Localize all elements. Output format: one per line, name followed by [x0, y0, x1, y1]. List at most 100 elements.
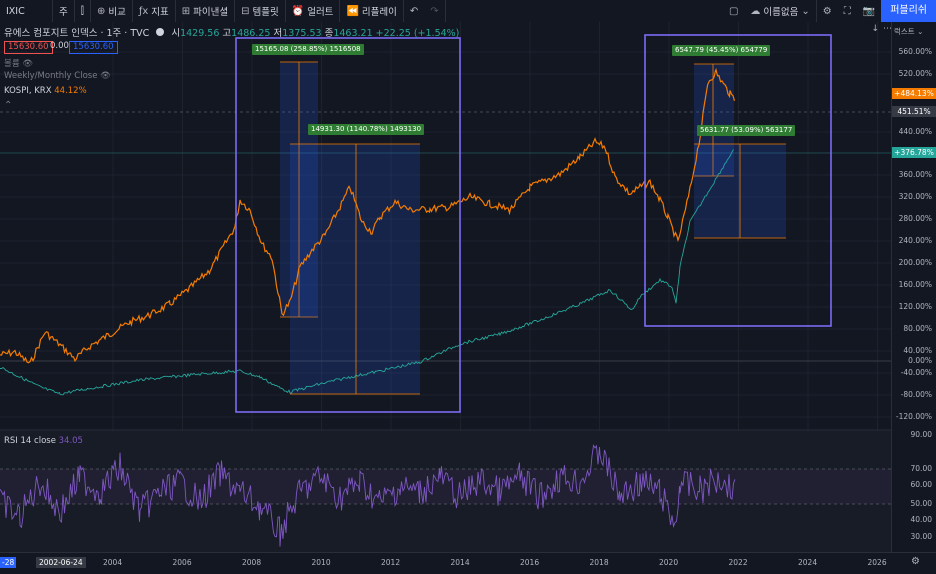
symbol-label: IXIC — [6, 5, 25, 17]
y-tick-label: 520.00% — [898, 69, 932, 78]
compare-button[interactable]: ⊕ 비교 — [91, 0, 133, 22]
compare-legend[interactable]: KOSPI, KRX 44.12% — [4, 86, 87, 96]
x-tick-label: 2008 — [242, 558, 262, 567]
snapshot-button[interactable]: 📷 — [857, 0, 881, 22]
alert-icon: ⏰ — [291, 5, 305, 17]
collapse-legend-button[interactable]: ⌃ — [4, 100, 13, 111]
high-value: 1486.25 — [231, 28, 271, 39]
x-tick-label: 2026 — [867, 558, 887, 567]
undo-button[interactable]: ↶ — [404, 0, 424, 22]
y-tick-label: 200.00% — [898, 258, 932, 267]
measure-label-2: 14931.30 (1140.78%) 1493130 — [308, 124, 425, 135]
y-tick-label: -40.00% — [900, 368, 932, 377]
more-icon[interactable]: ⋯ — [883, 24, 892, 34]
financials-button[interactable]: ⊞ 파이낸셜 — [176, 0, 236, 22]
templates-button[interactable]: ⊟ 템플릿 — [235, 0, 286, 22]
main-chart[interactable] — [0, 22, 892, 552]
axis-mode-button[interactable]: 럭스트 ⌄ — [894, 27, 924, 36]
measure-label-1: 15165.08 (258.85%) 1516508 — [252, 44, 364, 55]
x-tick-label: 2010 — [311, 558, 331, 567]
measure-rect — [694, 64, 734, 176]
toolbar-right: ▢ ☁ 이름없음 ⌄ ⚙ ⛶ 📷 퍼블리쉬 — [723, 0, 936, 22]
y-tick-label: 560.00% — [898, 47, 932, 56]
indicators-button[interactable]: ƒx 지표 — [133, 0, 176, 22]
rsi-label: RSI 14 close — [4, 436, 56, 446]
arrow-down-icon[interactable]: ↓ — [871, 24, 879, 34]
x-tick-label: 2024 — [798, 558, 818, 567]
measure-label-3: 6547.79 (45.45%) 654779 — [672, 45, 771, 56]
cloud-icon: ☁ — [750, 5, 761, 17]
session-legend[interactable]: Weekly/Monthly Close 👁 — [4, 71, 111, 81]
camera-icon: 📷 — [862, 5, 876, 17]
layout-icon: ⊞ — [181, 5, 191, 17]
session-label: Weekly/Monthly Close — [4, 71, 98, 81]
ixic-series — [0, 149, 734, 396]
measure-rects — [280, 61, 786, 395]
kospi-badge: +484.13% — [892, 88, 936, 99]
interval-label: 주 — [59, 7, 68, 18]
spread-value: 0.00 — [50, 41, 69, 51]
rsi-tick-label: 60.00 — [910, 480, 932, 489]
rsi-tick-label: 70.00 — [910, 464, 932, 473]
measure-rect — [290, 144, 420, 394]
replay-button[interactable]: ⏪ 리플레이 — [340, 0, 404, 22]
change-value: +22.25 (+1.54%) — [375, 28, 460, 39]
chevron-down-icon: ⌄ — [801, 5, 810, 17]
low-label: 저 — [273, 28, 283, 39]
rsi-legend[interactable]: RSI 14 close 34.05 — [4, 436, 83, 446]
replay-icon: ⏪ — [346, 5, 359, 17]
symbol-search[interactable]: IXIC — [0, 0, 53, 22]
volume-legend[interactable]: 볼륨 👁 — [4, 57, 33, 69]
ixic-badge: +376.78% — [892, 147, 936, 158]
x-tick-label: 2018 — [589, 558, 609, 567]
x-tick-label: 2022 — [728, 558, 748, 567]
rsi-tick-label: 90.00 — [910, 430, 932, 439]
high-label: 고 — [222, 28, 232, 39]
financials-label: 파이낸셜 — [193, 7, 229, 18]
symbol-title: 유에스 컴포지트 인덱스 · 1주 · TVC — [4, 28, 150, 39]
layout-name-button[interactable]: ☁ 이름없음 ⌄ — [744, 0, 817, 22]
axis-settings-icon[interactable]: ⚙ — [911, 556, 920, 567]
x-tick-label: 2012 — [381, 558, 401, 567]
settings-icon: ⚙ — [822, 5, 832, 17]
y-tick-label: 280.00% — [898, 214, 932, 223]
x-tick-label: 2006 — [172, 558, 192, 567]
open-value: 1429.56 — [180, 28, 220, 39]
fullscreen-button[interactable]: ⛶ — [838, 0, 857, 22]
close-label: 종 — [324, 28, 334, 39]
compare-value: 44.12% — [54, 86, 87, 96]
highlight-box — [644, 34, 832, 327]
buy-price-box[interactable]: 15630.60 — [69, 41, 118, 54]
open-label: 시 — [171, 28, 181, 39]
layout-name-label: 이름없음 — [763, 7, 799, 18]
time-axis[interactable] — [0, 552, 936, 574]
add-icon: ⊕ — [96, 5, 106, 17]
y-tick-label: 240.00% — [898, 236, 932, 245]
alert-button[interactable]: ⏰ 얼러트 — [286, 0, 341, 22]
cursor-badge: 451.51% — [892, 106, 936, 117]
bar-style-button[interactable]: ⫿ — [75, 0, 91, 22]
axis-mode-label: 럭스트 — [894, 27, 915, 36]
settings-button[interactable]: ⚙ — [817, 0, 838, 22]
volume-label: 볼륨 — [4, 59, 20, 69]
eye-icon: 👁 — [22, 59, 34, 69]
interval-button[interactable]: 주 — [53, 0, 75, 22]
indicator-icon: ƒx — [138, 5, 149, 17]
replay-label: 리플레이 — [361, 7, 397, 18]
x-tick-label: 2016 — [520, 558, 540, 567]
layout-toggle[interactable]: ▢ — [723, 0, 744, 22]
y-tick-label: 80.00% — [903, 324, 932, 333]
indicators-label: 지표 — [151, 7, 169, 18]
y-tick-label: -120.00% — [895, 412, 932, 421]
redo-button[interactable]: ↷ — [424, 0, 446, 22]
publish-button[interactable]: 퍼블리쉬 — [881, 0, 936, 22]
compare-symbol: KOSPI, KRX — [4, 86, 52, 96]
measure-label-4: 5631.77 (53.09%) 563177 — [697, 125, 796, 136]
square-icon: ▢ — [728, 5, 739, 17]
undo-icon: ↶ — [409, 5, 419, 17]
rsi-tick-label: 30.00 — [910, 532, 932, 541]
sell-price-box[interactable]: 15630.60 — [4, 41, 53, 54]
pane-controls: ↓ ⋯ — [871, 24, 892, 34]
y-tick-label: -80.00% — [900, 390, 932, 399]
x-tick-label: 2004 — [103, 558, 123, 567]
